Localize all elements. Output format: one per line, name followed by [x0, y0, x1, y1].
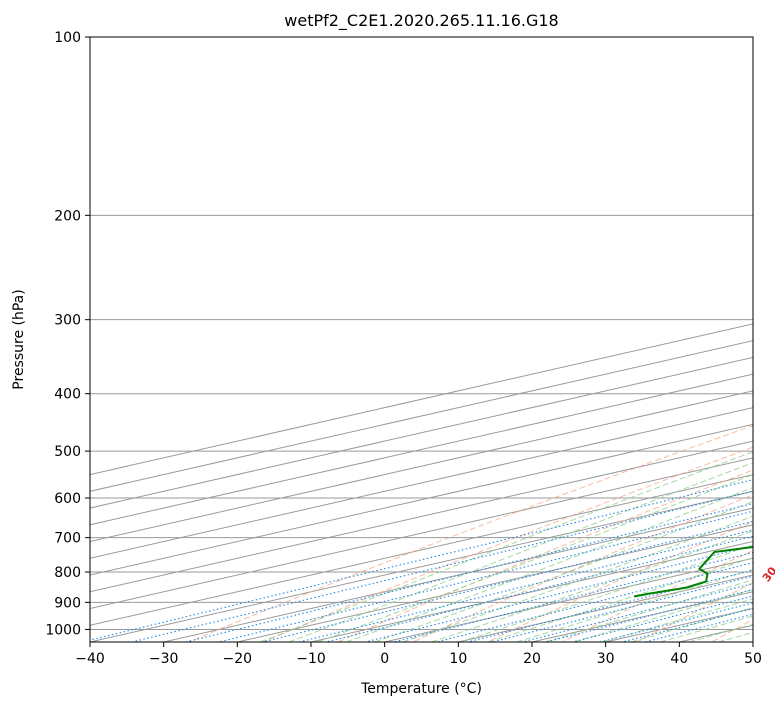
moist-adiabat-line — [374, 500, 753, 642]
x-tick-label: 10 — [449, 651, 467, 667]
mixing-ratio-line — [90, 479, 753, 641]
mixing-ratio-line — [572, 595, 753, 642]
y-tick-label: 600 — [54, 491, 81, 507]
isotherm-line — [90, 440, 753, 593]
moist-adiabat-line — [573, 589, 753, 642]
x-tick-label: 40 — [670, 651, 688, 667]
axes: −40 −30 −20 −10 0 10 20 30 40 50 100 200 300 400 500 60… — [45, 30, 762, 667]
isotherm-line — [90, 457, 753, 610]
x-tick-label: −30 — [149, 651, 179, 667]
x-tick-label: 20 — [523, 651, 541, 667]
moist-adiabat-line — [317, 474, 753, 642]
x-tick-label: −20 — [223, 651, 253, 667]
isotherm-line — [752, 641, 753, 642]
y-tick-label: 900 — [54, 595, 81, 611]
chart-title: wetPf2_C2E1.2020.265.11.16.G18 — [284, 11, 558, 31]
dry-adiabat-line — [188, 425, 753, 642]
isotherm-line — [237, 524, 753, 642]
moist-adiabat-line — [487, 557, 753, 642]
plot-area — [90, 37, 775, 642]
y-tick-label: 800 — [54, 565, 81, 581]
x-tick-label: 50 — [744, 651, 762, 667]
moist-adiabat-line — [402, 515, 753, 642]
moist-adiabat-line — [689, 623, 753, 642]
y-tick-label: 400 — [54, 387, 81, 403]
dry-adiabat-line — [636, 582, 753, 642]
moist-adiabat-line — [431, 530, 753, 642]
isotherm-line — [90, 423, 753, 576]
dewpoint-profile-line — [633, 545, 753, 598]
moist-adiabat-line — [288, 462, 753, 642]
mixing-ratio-line — [131, 490, 753, 642]
isotherm-line — [90, 490, 753, 642]
x-tick-label: 0 — [380, 651, 389, 667]
dry-adiabat-label: 30 — [760, 564, 775, 584]
x-tick-label: −10 — [296, 651, 326, 667]
y-tick-label: 1000 — [45, 622, 81, 638]
y-tick-label: 100 — [54, 30, 81, 46]
dry-adiabat-line — [338, 469, 753, 642]
moist-adiabat-line — [516, 568, 753, 642]
isotherm-line — [163, 507, 753, 642]
mixing-ratio-line — [521, 582, 753, 642]
mixing-ratio-line — [492, 575, 753, 642]
y-tick-label: 300 — [54, 313, 81, 329]
y-axis-label: Pressure (hPa) — [11, 289, 27, 389]
isotherm-line — [90, 390, 753, 543]
moist-adiabat-line — [346, 486, 753, 642]
x-tick-label: 30 — [597, 651, 615, 667]
plot-frame — [89, 36, 754, 643]
mixing-ratio-line — [262, 520, 753, 642]
mixing-ratio-line — [299, 529, 753, 642]
moist-adiabat-line — [602, 598, 753, 642]
mixing-ratio-line — [546, 588, 753, 642]
y-tick-label: 200 — [54, 208, 81, 224]
isotherm-line — [90, 474, 753, 626]
y-tick-label: 500 — [54, 444, 81, 460]
x-tick-label: −40 — [75, 651, 105, 667]
x-axis-label: Temperature (°C) — [360, 681, 482, 697]
mixing-ratio-line — [185, 502, 753, 642]
y-tick-label: 700 — [54, 531, 81, 547]
mixing-ratio-line — [436, 562, 753, 642]
isotherm-line — [310, 541, 753, 642]
isotherm-line — [90, 323, 753, 476]
isotherm-line — [90, 407, 753, 559]
dry-adiabat-line — [263, 446, 753, 642]
mixing-ratio-line — [599, 602, 753, 642]
isotherm-line — [531, 591, 753, 642]
dry-adiabat-line — [412, 494, 753, 642]
temperature-profile-line — [767, 37, 775, 597]
moist-adiabat-line — [459, 544, 753, 642]
moist-adiabat-line — [260, 451, 753, 642]
